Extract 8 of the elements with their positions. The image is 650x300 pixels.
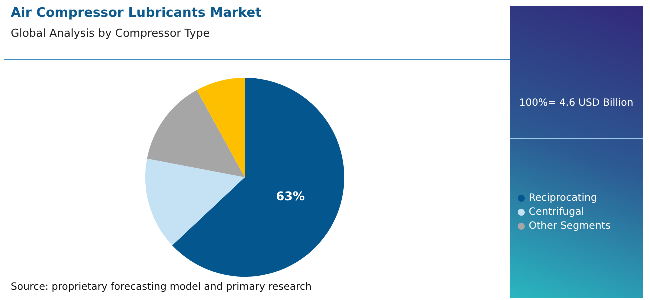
legend-label: Reciprocating [529,193,598,204]
text: 100%= 4.6 USD Billion [518,98,635,109]
source-note: Source: proprietary forecasting model and primary research [11,282,312,293]
chart-subtitle: Global Analysis by Compressor Type [11,27,210,40]
data-label: 63% [276,189,306,204]
legend-label: Other Segments [529,221,611,232]
legend-label: Centrifugal [529,207,584,218]
chart-title: Air Compressor Lubricants Market [11,6,262,21]
